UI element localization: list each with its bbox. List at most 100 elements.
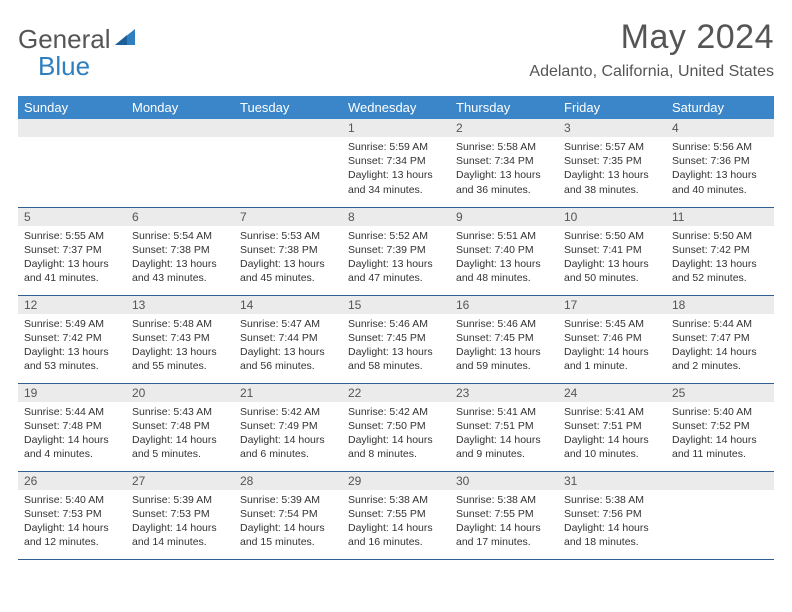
daylight-text-line2: and 56 minutes. xyxy=(240,359,336,373)
sunset-text: Sunset: 7:41 PM xyxy=(564,243,660,257)
sunrise-text: Sunrise: 5:44 AM xyxy=(672,317,768,331)
daylight-text-line1: Daylight: 13 hours xyxy=(456,168,552,182)
sunset-text: Sunset: 7:37 PM xyxy=(24,243,120,257)
day-data: Sunrise: 5:56 AMSunset: 7:36 PMDaylight:… xyxy=(666,137,774,201)
sunset-text: Sunset: 7:39 PM xyxy=(348,243,444,257)
daylight-text-line1: Daylight: 14 hours xyxy=(240,433,336,447)
sunrise-text: Sunrise: 5:56 AM xyxy=(672,140,768,154)
daylight-text-line1: Daylight: 13 hours xyxy=(348,257,444,271)
sunrise-text: Sunrise: 5:48 AM xyxy=(132,317,228,331)
daylight-text-line2: and 48 minutes. xyxy=(456,271,552,285)
day-number: 29 xyxy=(342,472,450,490)
daylight-text-line2: and 34 minutes. xyxy=(348,183,444,197)
calendar-day-cell: 2Sunrise: 5:58 AMSunset: 7:34 PMDaylight… xyxy=(450,119,558,207)
day-data: Sunrise: 5:44 AMSunset: 7:48 PMDaylight:… xyxy=(18,402,126,466)
logo-sail-icon xyxy=(115,27,137,52)
day-number: 27 xyxy=(126,472,234,490)
daylight-text-line1: Daylight: 14 hours xyxy=(456,433,552,447)
daylight-text-line2: and 36 minutes. xyxy=(456,183,552,197)
calendar-day-cell: 1Sunrise: 5:59 AMSunset: 7:34 PMDaylight… xyxy=(342,119,450,207)
calendar-body: 1Sunrise: 5:59 AMSunset: 7:34 PMDaylight… xyxy=(18,119,774,559)
sunrise-text: Sunrise: 5:46 AM xyxy=(456,317,552,331)
calendar-row: 26Sunrise: 5:40 AMSunset: 7:53 PMDayligh… xyxy=(18,471,774,559)
daylight-text-line1: Daylight: 13 hours xyxy=(240,345,336,359)
sunrise-text: Sunrise: 5:41 AM xyxy=(456,405,552,419)
day-data: Sunrise: 5:53 AMSunset: 7:38 PMDaylight:… xyxy=(234,226,342,290)
day-data: Sunrise: 5:46 AMSunset: 7:45 PMDaylight:… xyxy=(450,314,558,378)
daylight-text-line1: Daylight: 13 hours xyxy=(456,257,552,271)
calendar-day-cell: 11Sunrise: 5:50 AMSunset: 7:42 PMDayligh… xyxy=(666,207,774,295)
sunset-text: Sunset: 7:56 PM xyxy=(564,507,660,521)
daylight-text-line2: and 41 minutes. xyxy=(24,271,120,285)
sunrise-text: Sunrise: 5:42 AM xyxy=(348,405,444,419)
sunset-text: Sunset: 7:51 PM xyxy=(564,419,660,433)
sunrise-text: Sunrise: 5:52 AM xyxy=(348,229,444,243)
sunrise-text: Sunrise: 5:39 AM xyxy=(132,493,228,507)
day-data: Sunrise: 5:59 AMSunset: 7:34 PMDaylight:… xyxy=(342,137,450,201)
calendar-day-cell: 8Sunrise: 5:52 AMSunset: 7:39 PMDaylight… xyxy=(342,207,450,295)
day-data: Sunrise: 5:40 AMSunset: 7:53 PMDaylight:… xyxy=(18,490,126,554)
calendar-empty-cell xyxy=(666,471,774,559)
daylight-text-line1: Daylight: 13 hours xyxy=(24,257,120,271)
calendar-empty-cell xyxy=(234,119,342,207)
sunrise-text: Sunrise: 5:40 AM xyxy=(672,405,768,419)
sunset-text: Sunset: 7:45 PM xyxy=(456,331,552,345)
day-data xyxy=(666,490,774,497)
day-data: Sunrise: 5:44 AMSunset: 7:47 PMDaylight:… xyxy=(666,314,774,378)
sunset-text: Sunset: 7:34 PM xyxy=(456,154,552,168)
day-data: Sunrise: 5:57 AMSunset: 7:35 PMDaylight:… xyxy=(558,137,666,201)
calendar-day-cell: 29Sunrise: 5:38 AMSunset: 7:55 PMDayligh… xyxy=(342,471,450,559)
calendar-day-cell: 20Sunrise: 5:43 AMSunset: 7:48 PMDayligh… xyxy=(126,383,234,471)
sunrise-text: Sunrise: 5:44 AM xyxy=(24,405,120,419)
daylight-text-line2: and 38 minutes. xyxy=(564,183,660,197)
daylight-text-line2: and 47 minutes. xyxy=(348,271,444,285)
calendar-day-cell: 4Sunrise: 5:56 AMSunset: 7:36 PMDaylight… xyxy=(666,119,774,207)
weekday-header: Sunday xyxy=(18,96,126,119)
sunset-text: Sunset: 7:36 PM xyxy=(672,154,768,168)
sunrise-text: Sunrise: 5:40 AM xyxy=(24,493,120,507)
day-data: Sunrise: 5:50 AMSunset: 7:41 PMDaylight:… xyxy=(558,226,666,290)
day-number: 8 xyxy=(342,208,450,226)
calendar-day-cell: 27Sunrise: 5:39 AMSunset: 7:53 PMDayligh… xyxy=(126,471,234,559)
calendar-day-cell: 24Sunrise: 5:41 AMSunset: 7:51 PMDayligh… xyxy=(558,383,666,471)
day-data: Sunrise: 5:43 AMSunset: 7:48 PMDaylight:… xyxy=(126,402,234,466)
sunset-text: Sunset: 7:35 PM xyxy=(564,154,660,168)
daylight-text-line2: and 6 minutes. xyxy=(240,447,336,461)
daylight-text-line1: Daylight: 13 hours xyxy=(348,168,444,182)
daylight-text-line2: and 14 minutes. xyxy=(132,535,228,549)
day-number: 30 xyxy=(450,472,558,490)
day-data: Sunrise: 5:45 AMSunset: 7:46 PMDaylight:… xyxy=(558,314,666,378)
day-data: Sunrise: 5:55 AMSunset: 7:37 PMDaylight:… xyxy=(18,226,126,290)
day-number: 10 xyxy=(558,208,666,226)
sunrise-text: Sunrise: 5:50 AM xyxy=(564,229,660,243)
day-number: 9 xyxy=(450,208,558,226)
day-data xyxy=(234,137,342,144)
sunset-text: Sunset: 7:53 PM xyxy=(24,507,120,521)
calendar-day-cell: 6Sunrise: 5:54 AMSunset: 7:38 PMDaylight… xyxy=(126,207,234,295)
calendar-day-cell: 25Sunrise: 5:40 AMSunset: 7:52 PMDayligh… xyxy=(666,383,774,471)
daylight-text-line2: and 43 minutes. xyxy=(132,271,228,285)
sunset-text: Sunset: 7:47 PM xyxy=(672,331,768,345)
sunset-text: Sunset: 7:55 PM xyxy=(456,507,552,521)
day-data: Sunrise: 5:42 AMSunset: 7:50 PMDaylight:… xyxy=(342,402,450,466)
day-data: Sunrise: 5:51 AMSunset: 7:40 PMDaylight:… xyxy=(450,226,558,290)
calendar-day-cell: 14Sunrise: 5:47 AMSunset: 7:44 PMDayligh… xyxy=(234,295,342,383)
daylight-text-line1: Daylight: 14 hours xyxy=(240,521,336,535)
daylight-text-line1: Daylight: 14 hours xyxy=(132,521,228,535)
daylight-text-line2: and 18 minutes. xyxy=(564,535,660,549)
day-data: Sunrise: 5:47 AMSunset: 7:44 PMDaylight:… xyxy=(234,314,342,378)
calendar-table: SundayMondayTuesdayWednesdayThursdayFrid… xyxy=(18,96,774,560)
daylight-text-line2: and 52 minutes. xyxy=(672,271,768,285)
sunrise-text: Sunrise: 5:55 AM xyxy=(24,229,120,243)
day-number xyxy=(18,119,126,137)
daylight-text-line1: Daylight: 14 hours xyxy=(24,433,120,447)
day-data: Sunrise: 5:52 AMSunset: 7:39 PMDaylight:… xyxy=(342,226,450,290)
sunrise-text: Sunrise: 5:38 AM xyxy=(456,493,552,507)
daylight-text-line1: Daylight: 14 hours xyxy=(132,433,228,447)
day-number: 2 xyxy=(450,119,558,137)
sunrise-text: Sunrise: 5:39 AM xyxy=(240,493,336,507)
day-data: Sunrise: 5:41 AMSunset: 7:51 PMDaylight:… xyxy=(558,402,666,466)
weekday-header: Tuesday xyxy=(234,96,342,119)
logo: General xyxy=(18,18,139,55)
calendar-row: 1Sunrise: 5:59 AMSunset: 7:34 PMDaylight… xyxy=(18,119,774,207)
